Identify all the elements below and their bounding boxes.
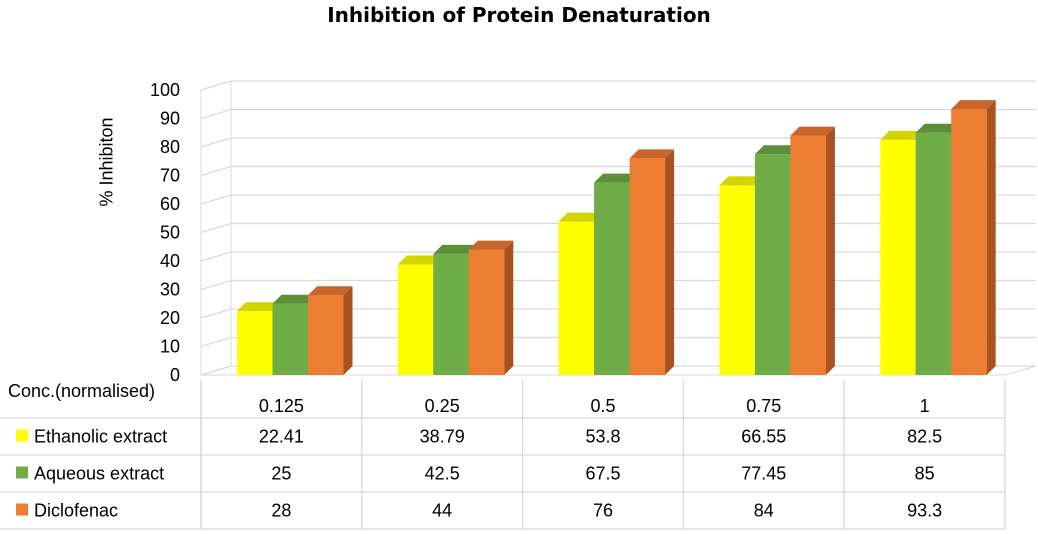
gridline-diagonal — [200, 308, 232, 319]
bar-top — [915, 123, 961, 133]
bar-top — [558, 212, 604, 222]
bar-side — [343, 286, 353, 375]
bar-top — [272, 294, 317, 304]
data-label: 66.55 — [741, 427, 786, 447]
y-tick-label: 50 — [160, 223, 180, 243]
bar-top — [468, 240, 514, 250]
bar-front — [237, 311, 273, 375]
bar-top — [594, 173, 639, 183]
legend-key — [16, 466, 28, 479]
gridline — [200, 108, 1036, 120]
data-label: 82.5 — [907, 427, 942, 447]
x-axis-label: Conc.(normalised) — [8, 381, 155, 401]
bar-side — [986, 100, 996, 375]
bar-front — [468, 249, 505, 375]
gridline-diagonal — [200, 194, 232, 205]
bar-top — [951, 100, 996, 110]
data-label: 84 — [754, 501, 774, 521]
gridline — [200, 80, 1036, 91]
bar-top — [433, 244, 478, 254]
legend-label: Ethanolic extract — [34, 427, 167, 447]
bar-top — [719, 176, 764, 186]
bar-front — [433, 253, 469, 375]
x-tick-label: 0.75 — [746, 396, 781, 416]
data-label: 38.79 — [420, 427, 465, 447]
x-tick-label: 0.125 — [259, 396, 304, 416]
bar-front — [754, 154, 791, 375]
data-label: 25 — [271, 464, 291, 484]
y-tick-label: 80 — [160, 137, 180, 157]
bar-side — [825, 126, 835, 375]
gridline-diagonal — [200, 137, 232, 148]
bar-front — [951, 109, 987, 375]
data-label: 76 — [593, 501, 613, 521]
bar-front — [308, 295, 344, 375]
bar — [951, 100, 996, 375]
y-tick-label: 20 — [160, 308, 180, 328]
x-tick-label: 1 — [920, 396, 930, 416]
y-tick-label: 40 — [160, 251, 180, 271]
y-tick-label: 70 — [160, 166, 180, 186]
gridline-diagonal — [200, 222, 232, 234]
data-label: 77.45 — [741, 464, 786, 484]
bar-front — [629, 158, 666, 375]
gridline-diagonal — [200, 336, 232, 348]
bar-side — [665, 149, 675, 375]
y-tick-label: 60 — [160, 194, 180, 214]
bar-front — [594, 182, 630, 375]
bar — [629, 149, 675, 375]
chart-title: Inhibition of Protein Denaturation — [327, 3, 711, 27]
bar-top — [754, 145, 800, 155]
bar-top — [880, 130, 925, 140]
x-tick-label: 0.25 — [425, 396, 460, 416]
legend-key — [16, 429, 28, 442]
data-label: 22.41 — [259, 427, 304, 447]
y-tick-label: 0 — [170, 365, 180, 385]
y-tick-label: 100 — [150, 80, 180, 100]
data-label: 93.3 — [907, 501, 942, 521]
y-tick-label: 10 — [160, 337, 180, 357]
bar-top — [790, 126, 835, 136]
bar-top — [397, 255, 443, 265]
bar-top — [629, 149, 675, 159]
bar — [468, 240, 514, 375]
legend-label: Diclofenac — [34, 501, 118, 521]
x-tick-label: 0.5 — [590, 396, 615, 416]
bar-front — [790, 135, 826, 375]
gridline-diagonal — [200, 80, 232, 91]
data-label: 53.8 — [585, 427, 620, 447]
bar-top — [237, 302, 282, 312]
bar — [790, 126, 835, 375]
gridline-diagonal — [200, 251, 232, 262]
bar — [308, 286, 353, 375]
bar — [397, 255, 443, 375]
gridline-diagonal — [200, 165, 232, 177]
gridline-diagonal — [200, 108, 232, 120]
data-label: 28 — [271, 501, 291, 521]
bar-front — [558, 221, 595, 375]
bar-front — [880, 139, 916, 375]
data-label: 67.5 — [585, 464, 620, 484]
data-label: 44 — [432, 501, 452, 521]
data-label: 85 — [915, 464, 935, 484]
legend-key — [16, 503, 28, 516]
bar-front — [719, 185, 755, 375]
y-tick-label: 90 — [160, 109, 180, 129]
bar-front — [915, 132, 952, 375]
bar-side — [504, 240, 514, 375]
data-label: 42.5 — [425, 464, 460, 484]
legend-label: Aqueous extract — [34, 464, 164, 484]
bar-front — [397, 264, 434, 375]
bar-top — [308, 286, 353, 296]
y-tick-label: 30 — [160, 280, 180, 300]
bar-front — [272, 303, 308, 375]
gridline-diagonal — [200, 279, 232, 291]
